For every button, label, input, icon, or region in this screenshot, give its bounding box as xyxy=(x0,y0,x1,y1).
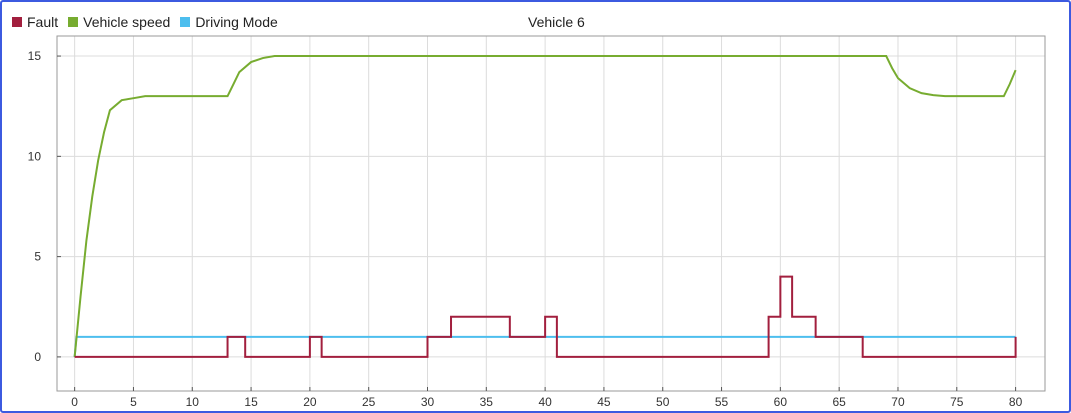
legend-label-vehicle-speed: Vehicle speed xyxy=(83,14,171,30)
x-tick-label: 70 xyxy=(891,395,905,409)
plot-border xyxy=(56,35,1046,392)
x-tick-label: 55 xyxy=(715,395,729,409)
fault-series-line xyxy=(74,275,1017,358)
x-tick-label: 25 xyxy=(362,395,376,409)
legend-swatch-driving-mode xyxy=(180,17,191,27)
vehicle-speed-series-line xyxy=(73,55,1017,357)
plot-area xyxy=(57,36,1045,391)
x-tick-label: 45 xyxy=(597,395,611,409)
y-tick-label: 0 xyxy=(34,350,41,364)
x-tick-label: 50 xyxy=(656,395,670,409)
x-tick-label: 20 xyxy=(303,395,317,409)
y-tick-label: 5 xyxy=(34,250,41,264)
legend-swatch-vehicle-speed xyxy=(68,17,79,27)
x-tick-label: 15 xyxy=(244,395,258,409)
legend-item-driving-mode[interactable]: Driving Mode xyxy=(180,14,278,30)
legend-swatch-fault xyxy=(12,17,22,27)
x-tick-label: 0 xyxy=(71,395,78,409)
y-tick-label: 15 xyxy=(28,49,42,63)
y-tick-label: 10 xyxy=(28,149,42,163)
x-tick-label: 75 xyxy=(950,395,964,409)
x-tick-label: 80 xyxy=(1009,395,1023,409)
x-tick-label: 60 xyxy=(774,395,788,409)
legend-item-fault[interactable]: Fault xyxy=(12,14,58,30)
x-tick-label: 5 xyxy=(130,395,137,409)
x-tick-label: 40 xyxy=(538,395,552,409)
legend-item-vehicle-speed[interactable]: Vehicle speed xyxy=(68,14,170,30)
x-tick-label: 30 xyxy=(421,395,435,409)
x-tick-label: 10 xyxy=(186,395,200,409)
x-tick-label: 65 xyxy=(832,395,846,409)
x-tick-label: 35 xyxy=(480,395,494,409)
chart-title: Vehicle 6 xyxy=(528,14,585,30)
legend-label-fault: Fault xyxy=(27,14,59,30)
legend-label-driving-mode: Driving Mode xyxy=(195,14,278,30)
legend: Fault Vehicle speed Driving Mode xyxy=(12,14,288,30)
